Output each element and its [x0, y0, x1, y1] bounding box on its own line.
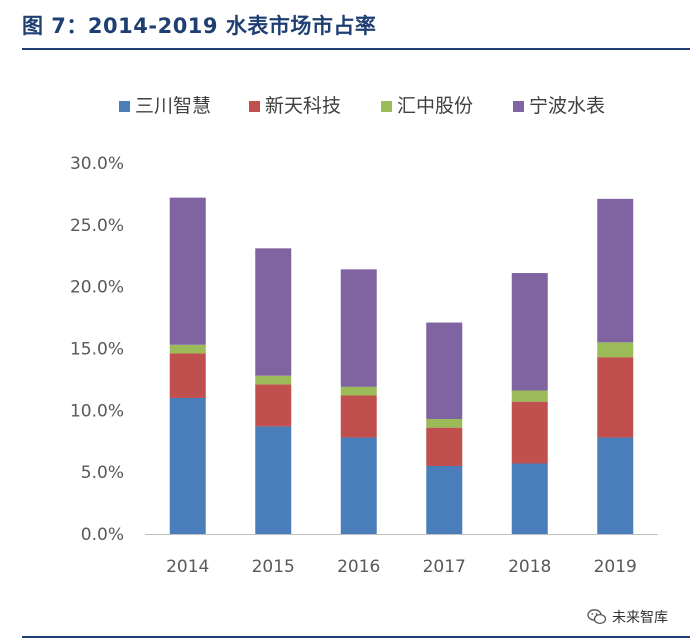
y-tick-label: 10.0% — [70, 401, 124, 421]
legend-label: 新天科技 — [265, 95, 341, 117]
bar-segment — [597, 357, 634, 438]
y-tick-label: 30.0% — [70, 154, 124, 174]
bar-segment — [255, 375, 292, 385]
bar-segment — [511, 273, 548, 391]
title-divider — [22, 48, 690, 50]
bar-segment — [511, 401, 548, 464]
watermark: 未来智库 — [586, 606, 668, 628]
figure-title: 图 7：2014-2019 水表市场市占率 — [22, 14, 377, 38]
bar-segment — [340, 395, 377, 438]
bar-segment — [511, 463, 548, 534]
legend-label: 宁波水表 — [529, 95, 605, 117]
legend-swatch — [119, 101, 130, 112]
x-tick-label: 2017 — [423, 557, 466, 577]
bar-segment — [340, 386, 377, 396]
bar-segment — [169, 344, 206, 354]
bottom-divider — [22, 636, 690, 638]
wechat-icon — [587, 609, 607, 625]
bar-segment — [169, 197, 206, 345]
x-tick-label: 2019 — [594, 557, 637, 577]
bar-segment — [597, 342, 634, 358]
y-tick-label: 15.0% — [70, 340, 124, 360]
bar-segment — [255, 384, 292, 427]
legend-label: 三川智慧 — [135, 95, 211, 117]
legend-swatch — [249, 101, 260, 112]
bar-segment — [426, 465, 463, 534]
y-tick-label: 0.0% — [81, 525, 124, 545]
bar-segment — [169, 353, 206, 398]
y-tick-label: 25.0% — [70, 216, 124, 236]
bar-segment — [340, 437, 377, 534]
bar-segment — [597, 198, 634, 343]
x-tick-label: 2015 — [252, 557, 295, 577]
legend-swatch — [381, 101, 392, 112]
bar-segment — [169, 397, 206, 534]
bar-segment — [255, 426, 292, 534]
bar-segment — [597, 437, 634, 534]
x-tick-label: 2018 — [508, 557, 551, 577]
bar-segment — [340, 269, 377, 387]
bar-segment — [511, 390, 548, 402]
bar-segment — [426, 418, 463, 428]
bar-segment — [426, 322, 463, 419]
x-tick-label: 2014 — [166, 557, 209, 577]
legend-label: 汇中股份 — [397, 95, 473, 117]
bar-segment — [255, 248, 292, 376]
y-tick-label: 20.0% — [70, 278, 124, 298]
x-tick-label: 2016 — [337, 557, 380, 577]
bar-segment — [426, 427, 463, 466]
y-tick-label: 5.0% — [81, 463, 124, 483]
legend-swatch — [513, 101, 524, 112]
watermark-text: 未来智库 — [612, 610, 668, 626]
